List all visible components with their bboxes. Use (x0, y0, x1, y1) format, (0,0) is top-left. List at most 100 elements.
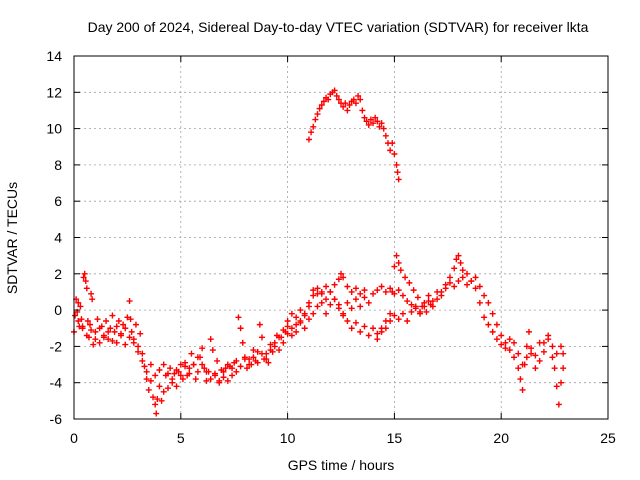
data-point (103, 317, 110, 324)
data-point (540, 348, 547, 355)
data-point (455, 278, 462, 285)
data-point (481, 314, 488, 321)
data-point (250, 347, 257, 354)
data-point (83, 332, 90, 339)
data-point (387, 285, 394, 292)
data-point (113, 323, 120, 330)
data-point (314, 303, 321, 310)
data-point (558, 379, 565, 386)
data-point (109, 337, 116, 344)
data-point (335, 96, 342, 103)
data-point (318, 102, 325, 109)
y-tick-label: 14 (46, 48, 62, 64)
data-point (560, 350, 567, 357)
data-point (156, 366, 163, 373)
data-point (357, 328, 364, 335)
data-point (549, 354, 556, 361)
data-point (374, 336, 381, 343)
data-point (532, 365, 539, 372)
data-point (320, 98, 327, 105)
data-point (528, 345, 535, 352)
data-point (357, 96, 364, 103)
data-points (71, 87, 567, 417)
data-point (207, 336, 214, 343)
data-point (209, 347, 216, 354)
data-point (229, 372, 236, 379)
data-point (82, 278, 89, 285)
data-point (267, 347, 274, 354)
data-point (357, 290, 364, 297)
data-point (340, 103, 347, 110)
data-point (211, 370, 218, 377)
axis-ticks (73, 55, 609, 420)
data-point (96, 339, 103, 346)
data-point (382, 132, 389, 139)
data-point (84, 317, 91, 324)
data-point (468, 278, 475, 285)
series-track-4 (374, 252, 434, 337)
data-point (90, 341, 97, 348)
data-point (553, 350, 560, 357)
data-point (314, 285, 321, 292)
data-point (361, 323, 368, 330)
x-tick-label: 15 (387, 430, 403, 446)
data-point (310, 287, 317, 294)
grid-lines (74, 56, 608, 419)
data-point (201, 365, 208, 372)
data-point (359, 107, 366, 114)
data-point (382, 288, 389, 295)
data-point (194, 354, 201, 361)
data-point (81, 270, 88, 277)
y-tick-label: -6 (50, 411, 63, 427)
data-point (536, 357, 543, 364)
data-point (158, 397, 165, 404)
data-point (188, 350, 195, 357)
data-point (109, 312, 116, 319)
data-point (126, 334, 133, 341)
data-point (404, 317, 411, 324)
data-point (79, 323, 86, 330)
data-point (297, 307, 304, 314)
data-point (374, 330, 381, 337)
data-point (340, 310, 347, 317)
data-point (139, 350, 146, 357)
data-point (214, 357, 221, 364)
data-point (393, 252, 400, 259)
y-tick-label: 10 (46, 121, 62, 137)
data-point (374, 118, 381, 125)
data-point (152, 372, 159, 379)
data-point (318, 288, 325, 295)
data-point (410, 287, 417, 294)
data-point (113, 339, 120, 346)
data-point (160, 361, 167, 368)
data-point (545, 336, 552, 343)
data-point (365, 299, 372, 306)
series-track-5 (284, 270, 368, 324)
data-point (399, 292, 406, 299)
data-point (122, 341, 129, 348)
data-point (310, 292, 317, 299)
data-point (361, 114, 368, 121)
data-point (485, 321, 492, 328)
data-point (414, 294, 421, 301)
x-tick-label: 10 (280, 430, 296, 446)
data-point (380, 125, 387, 132)
data-point (346, 102, 353, 109)
data-point (340, 274, 347, 281)
data-point (312, 116, 319, 123)
data-point (365, 332, 372, 339)
data-point (344, 317, 351, 324)
data-point (288, 310, 295, 317)
data-point (280, 339, 287, 346)
data-point (164, 385, 171, 392)
data-point (96, 325, 103, 332)
data-point (89, 296, 96, 303)
data-point (397, 267, 404, 274)
data-point (220, 368, 227, 375)
data-point (199, 361, 206, 368)
data-point (323, 310, 330, 317)
data-point (233, 357, 240, 364)
data-point (525, 328, 532, 335)
data-point (258, 350, 265, 357)
